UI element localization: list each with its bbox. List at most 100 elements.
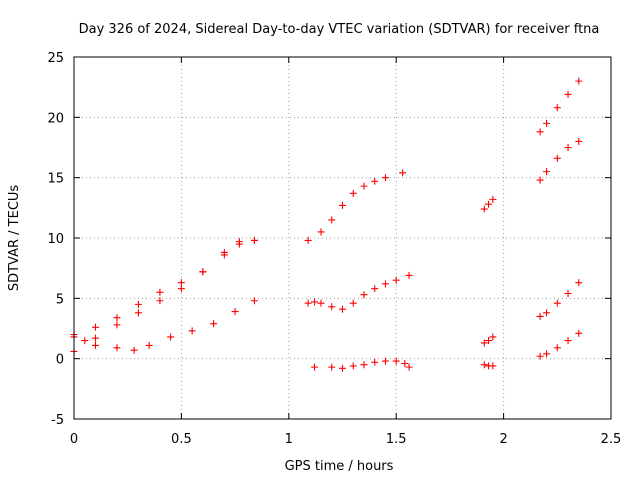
data-point: [220, 251, 228, 259]
data-point: [371, 177, 379, 185]
data-point: [564, 290, 572, 298]
data-point: [360, 182, 368, 190]
data-point: [113, 321, 121, 329]
data-point: [188, 327, 196, 335]
data-point: [156, 297, 164, 305]
data-point: [317, 228, 325, 236]
axis-ticks: 0 0.5 1 1.5 2 2.5 -5 0 5 10 15 20 25: [47, 51, 621, 447]
series-arc-e: [304, 271, 413, 313]
x-axis-label: GPS time / hours: [285, 459, 394, 474]
series-arc-g: [480, 195, 497, 213]
data-point: [405, 363, 413, 371]
data-point: [134, 309, 142, 317]
x-tick-label: 0.5: [171, 432, 192, 447]
chart-title: Day 326 of 2024, Sidereal Day-to-day VTE…: [79, 22, 600, 37]
data-point: [328, 303, 336, 311]
data-point: [564, 90, 572, 98]
series-arc-b: [70, 236, 258, 341]
y-tick-label: 15: [47, 172, 64, 187]
series-arc-h: [480, 333, 497, 347]
data-point: [536, 176, 544, 184]
data-point: [480, 205, 488, 213]
data-point: [91, 334, 99, 342]
data-point: [328, 216, 336, 224]
data-point: [349, 362, 357, 370]
data-point: [543, 168, 551, 176]
data-point: [489, 195, 497, 203]
data-point: [392, 276, 400, 284]
data-point: [480, 361, 488, 369]
series-arc-j: [536, 77, 583, 136]
data-point: [250, 236, 258, 244]
series-arc-f: [311, 357, 413, 372]
series-arc-i: [480, 361, 497, 370]
y-tick-label: 20: [47, 111, 64, 126]
data-point: [401, 359, 409, 367]
x-tick-label: 2: [499, 432, 507, 447]
series-arc-c: [70, 297, 258, 354]
data-point: [485, 337, 493, 345]
data-point: [536, 352, 544, 360]
x-tick-label: 2.5: [601, 432, 622, 447]
data-point: [339, 364, 346, 372]
data-point: [381, 280, 389, 288]
y-tick-label: 10: [47, 232, 64, 247]
data-point: [113, 344, 121, 352]
data-point: [210, 320, 218, 328]
data-point: [145, 341, 153, 349]
x-tick-label: 0: [70, 432, 78, 447]
data-point: [575, 279, 583, 287]
data-point: [199, 268, 207, 276]
data-point: [130, 346, 138, 354]
x-tick-label: 1: [285, 432, 293, 447]
series-arc-m: [536, 329, 583, 360]
y-axis-label: SDTVAR / TECUs: [7, 185, 22, 292]
data-point: [304, 236, 312, 244]
data-point: [231, 308, 239, 316]
data-point: [113, 314, 121, 322]
data-point: [317, 299, 325, 307]
data-point: [489, 362, 497, 370]
gridlines: [74, 57, 611, 419]
series-arc-l: [536, 279, 583, 320]
data-point: [536, 128, 544, 136]
data-point: [339, 305, 346, 313]
data-point: [349, 189, 357, 197]
y-tick-label: -5: [51, 413, 64, 428]
series-arc-k: [536, 137, 583, 184]
data-point: [553, 299, 561, 307]
data-points: [70, 77, 583, 372]
data-point: [543, 119, 551, 127]
y-tick-label: 25: [47, 51, 64, 66]
data-point: [360, 291, 368, 299]
data-point: [81, 337, 89, 345]
data-point: [553, 344, 561, 352]
data-point: [91, 323, 99, 331]
data-point: [489, 333, 497, 341]
plot-frame: [73, 56, 612, 420]
data-point: [177, 285, 185, 293]
data-point: [392, 357, 400, 365]
data-point: [328, 363, 336, 371]
data-point: [311, 363, 319, 371]
data-point: [405, 271, 413, 279]
data-point: [399, 169, 407, 177]
data-point: [575, 137, 583, 145]
series-arc-d: [304, 169, 407, 244]
data-point: [156, 288, 164, 296]
data-point: [485, 200, 493, 208]
data-point: [564, 337, 572, 345]
y-tick-label: 5: [56, 292, 64, 307]
data-point: [349, 299, 357, 307]
data-point: [304, 299, 312, 307]
series-arc-a: [70, 236, 258, 355]
data-point: [536, 312, 544, 320]
data-point: [553, 154, 561, 162]
data-point: [311, 298, 319, 306]
data-point: [371, 358, 379, 366]
data-point: [250, 297, 258, 305]
data-point: [134, 300, 142, 308]
data-point: [480, 339, 488, 347]
data-point: [543, 350, 551, 358]
data-point: [167, 333, 175, 341]
